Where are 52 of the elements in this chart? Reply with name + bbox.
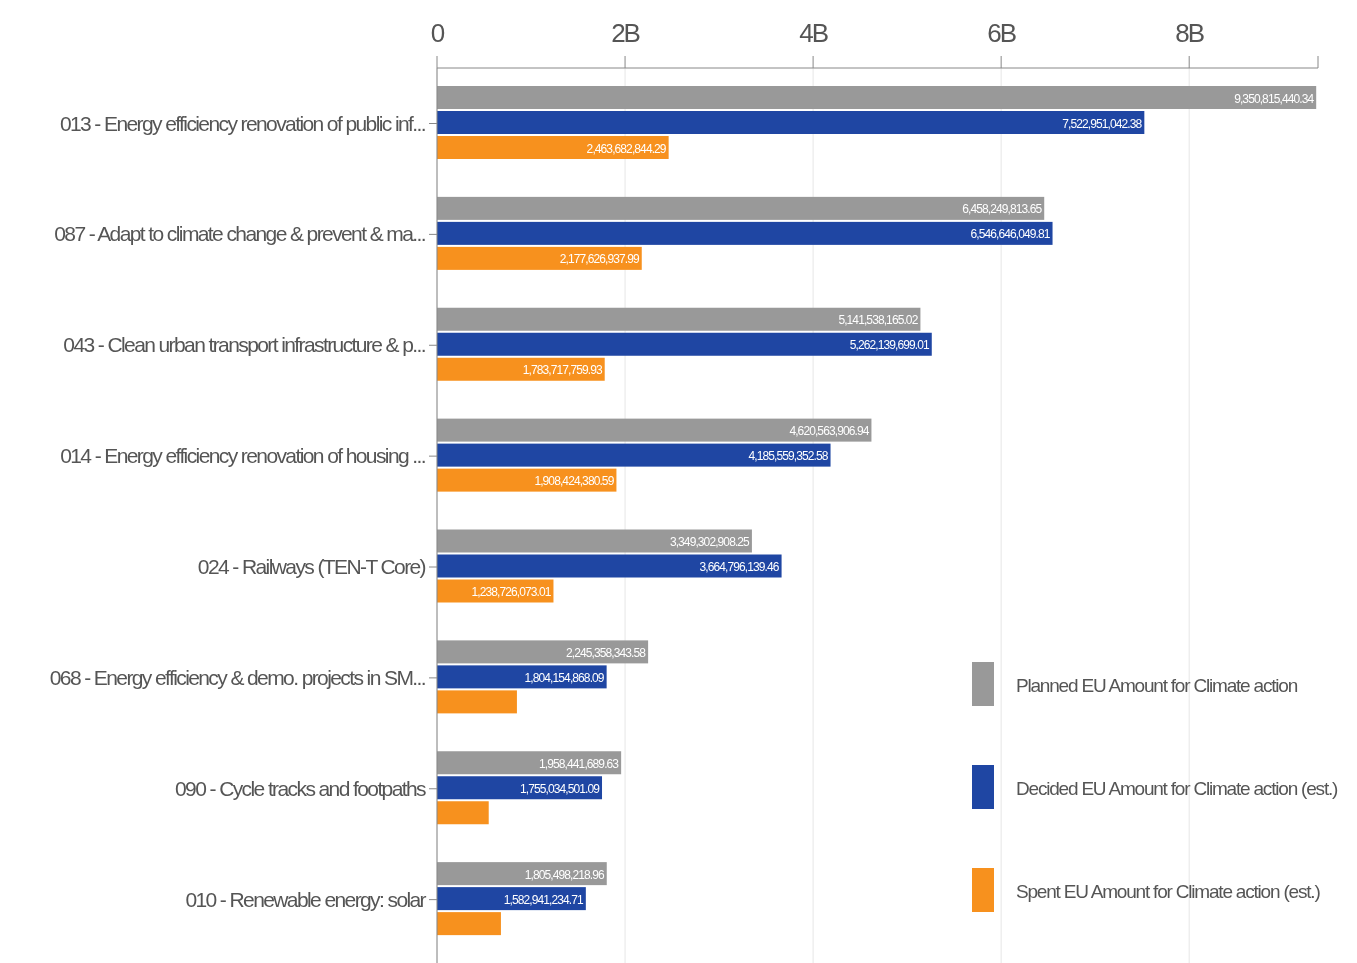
bar (437, 111, 1145, 134)
bar (437, 136, 669, 159)
y-tick-label: 087 - Adapt to climate change & prevent & ma... (54, 222, 425, 246)
data-label: 7,522,951,042.38 (1062, 116, 1143, 131)
data-label: 1,958,441,689.63 (539, 756, 620, 771)
bar (437, 554, 782, 578)
legend-label: Spent EU Amount for Climate action (est.) (1016, 881, 1321, 902)
bar (437, 690, 517, 714)
data-label: 2,463,682,844.29 (586, 141, 667, 156)
data-label: 3,349,302,908.25 (669, 535, 751, 549)
data-label: 1,783,717,759.93 (522, 363, 603, 378)
data-label: 1,804,154,868.09 (524, 670, 605, 685)
y-tick-label: 090 - Cycle tracks and footpaths (175, 776, 427, 800)
bar (437, 196, 1045, 220)
data-label: 1,908,424,380.59 (534, 474, 615, 489)
bar (437, 418, 872, 442)
data-label: 3,664,796,139.46 (699, 560, 780, 574)
data-label: 2,177,626,937.99 (559, 252, 640, 267)
data-label: 5,141,538,165.02 (838, 313, 919, 328)
bar (437, 332, 932, 356)
y-tick-label: 010 - Renewable energy: solar (185, 887, 427, 911)
data-label: 4,185,559,352.58 (748, 449, 829, 464)
y-tick-label: 014 - Energy efficiency renovation of housing ... (60, 444, 425, 468)
legend-label: Planned EU Amount for Climate action (1016, 675, 1298, 696)
data-label: 5,262,139,699.01 (849, 338, 930, 353)
x-tick-label: 2B (611, 18, 640, 48)
bar (437, 86, 1317, 109)
y-tick-label: 024 - Railways (TEN-T Core) (197, 555, 426, 578)
data-label: 1,582,941,234.71 (503, 892, 585, 907)
data-label: 2,245,358,343.58 (566, 645, 647, 660)
y-tick-label: 043 - Clean urban transport infrastructure & p... (63, 333, 425, 357)
y-tick-label: 013 - Energy efficiency renovation of public inf... (59, 111, 425, 135)
x-tick-label: 0 (430, 18, 445, 48)
data-label: 4,620,563,906.94 (789, 424, 870, 439)
bar (437, 246, 642, 270)
bar (437, 801, 489, 825)
x-tick-label: 8B (1175, 18, 1204, 48)
data-label: 9,350,815,440.34 (1234, 91, 1315, 106)
data-label: 6,546,646,049.81 (970, 227, 1051, 242)
bar (437, 912, 501, 936)
data-label: 1,238,726,073.01 (471, 585, 552, 599)
bar (437, 307, 921, 331)
data-label: 1,755,034,501.09 (519, 781, 601, 796)
bar (437, 221, 1053, 245)
bar (437, 529, 752, 553)
data-label: 6,458,249,813.65 (962, 202, 1043, 217)
y-tick-label: 068 - Energy efficiency & demo. projects in SM... (49, 665, 425, 689)
bar (437, 443, 831, 467)
legend-label: Decided EU Amount for Climate action (est.) (1016, 778, 1339, 799)
x-tick-label: 6B (987, 18, 1016, 48)
data-label: 1,805,498,218.96 (524, 867, 605, 882)
x-tick-label: 4B (799, 18, 828, 48)
